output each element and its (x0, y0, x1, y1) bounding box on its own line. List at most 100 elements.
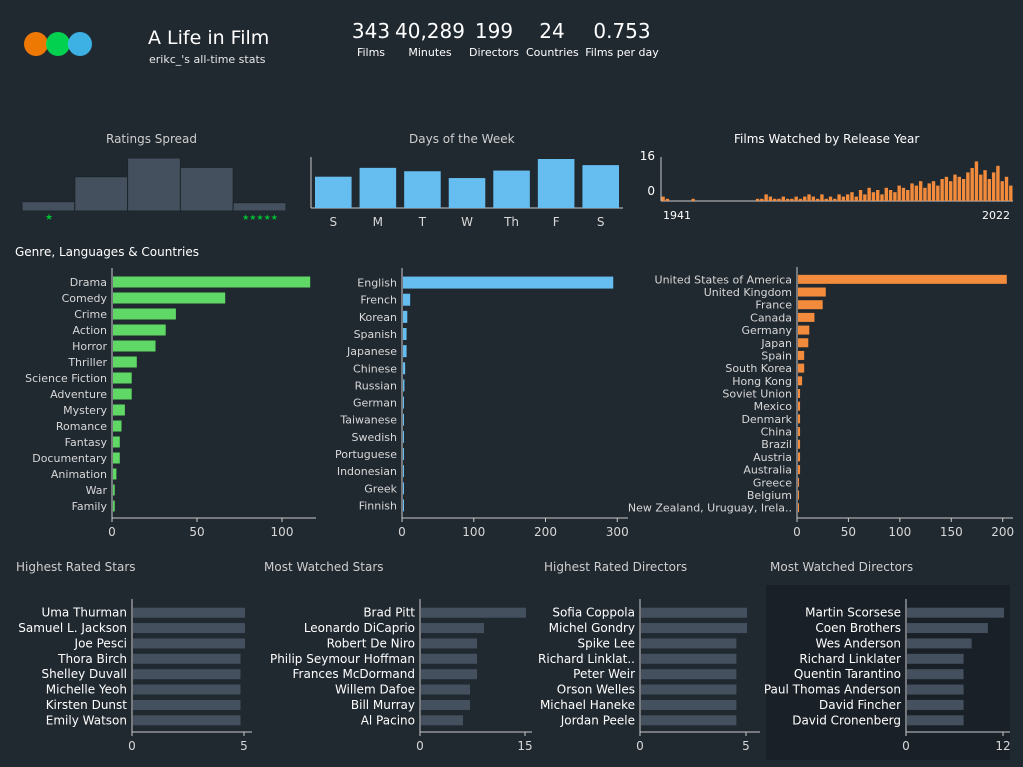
countries-bar (798, 402, 800, 411)
languages-label: Taiwanese (339, 414, 397, 427)
release-bar (983, 170, 986, 201)
most_stars-label: Brad Pitt (363, 606, 415, 620)
release-bar (777, 199, 780, 201)
most_stars-bar (421, 715, 463, 725)
countries-bar (798, 300, 823, 309)
release-bar (1005, 177, 1008, 201)
release-bar (846, 194, 849, 201)
ratings-bar (75, 177, 128, 211)
highest_stars-bar (133, 623, 245, 633)
release-bar (966, 172, 969, 201)
countries-bar (798, 465, 800, 474)
languages-label: Chinese (353, 362, 397, 375)
most_directors-bar (907, 638, 972, 648)
countries-label: Canada (750, 311, 792, 324)
genres-label: Drama (70, 276, 107, 289)
most_stars-label: Al Pacino (361, 713, 415, 727)
countries-label: South Korea (725, 362, 792, 375)
languages-label: Finnish (359, 499, 397, 512)
days-bar (315, 177, 352, 208)
release-bar (915, 186, 918, 201)
highest_directors-label: Michael Haneke (540, 698, 635, 712)
release-bar (691, 199, 694, 201)
languages-bar (403, 362, 405, 374)
genres-label: Adventure (50, 388, 107, 401)
release-bar (786, 199, 789, 201)
days-tick-label: S (329, 215, 337, 229)
languages-bar (403, 431, 404, 443)
release-bar (833, 199, 836, 201)
genres-bar (113, 309, 176, 320)
countries-label: France (755, 299, 792, 312)
genres-bar (113, 293, 225, 304)
most_stars-label: Willem Dafoe (335, 683, 415, 697)
languages-label: English (357, 277, 397, 290)
release-bar (829, 197, 832, 201)
release-bar (992, 172, 995, 201)
release-x-end: 2022 (982, 209, 1010, 222)
highest_directors-bar (641, 700, 736, 710)
countries-bar (798, 364, 804, 373)
release-bar (859, 190, 862, 201)
genres-label: Animation (51, 468, 107, 481)
highest_stars-bar (133, 638, 245, 648)
genres-bar (113, 453, 120, 464)
release-bar (970, 168, 973, 201)
genres-label: Crime (74, 308, 107, 321)
release-bar (962, 179, 965, 201)
genres-bar (113, 485, 115, 496)
days-tick-label: M (373, 215, 383, 229)
days-tick-label: T (418, 215, 427, 229)
languages-label: Japanese (346, 345, 397, 358)
most_stars-bar (421, 654, 477, 664)
most_directors-bar (907, 715, 964, 725)
genres-bar (113, 437, 120, 448)
release-y-tick: 16 (640, 149, 655, 163)
countries-x-tick: 0 (793, 525, 801, 539)
release-bar (893, 192, 896, 201)
most_directors-x-tick: 12 (995, 739, 1010, 753)
most_stars-x-tick: 15 (517, 739, 532, 753)
release-bar (988, 179, 991, 201)
release-bar (975, 161, 978, 201)
languages-bar (403, 414, 404, 426)
release-bar (872, 192, 875, 201)
release-bar (1001, 181, 1004, 201)
genres-bar (113, 373, 132, 384)
genres-bar (113, 421, 122, 432)
languages-label: Korean (359, 311, 397, 324)
most_directors-bar (907, 654, 964, 664)
most_directors-bar (907, 669, 964, 679)
highest_stars-label: Samuel L. Jackson (18, 621, 127, 635)
release-bar (794, 197, 797, 201)
release-bar (760, 199, 763, 201)
release-bar (1009, 186, 1012, 201)
genres-x-tick: 50 (189, 525, 204, 539)
most_stars-label: Frances McDormand (293, 667, 416, 681)
countries-label: Greece (753, 476, 792, 489)
countries-label: Austria (753, 451, 792, 464)
highest_stars-bar (133, 715, 241, 725)
countries-bar (798, 427, 800, 436)
most_directors-label: David Fincher (819, 698, 901, 712)
countries-x-tick: 150 (940, 525, 963, 539)
countries-bar (798, 275, 1007, 284)
release-bar (889, 190, 892, 201)
highest_stars-label: Emily Watson (46, 713, 127, 727)
highest_stars-bar (133, 608, 245, 618)
countries-label: Japan (760, 337, 792, 350)
release-x-start: 1941 (663, 209, 691, 222)
genres-bar (113, 325, 166, 336)
languages-bar (403, 294, 410, 306)
highest_directors-x-tick: 0 (636, 739, 644, 753)
genres-label: Comedy (62, 292, 108, 305)
release-bar (773, 199, 776, 201)
genres-label: Mystery (63, 404, 107, 417)
release-bar (812, 197, 815, 201)
genres-bar (113, 469, 116, 480)
genres-label: Thriller (67, 356, 107, 369)
most_stars-bar (421, 700, 470, 710)
highest_stars-label: Michelle Yeoh (46, 683, 127, 697)
countries-bar (798, 503, 799, 512)
